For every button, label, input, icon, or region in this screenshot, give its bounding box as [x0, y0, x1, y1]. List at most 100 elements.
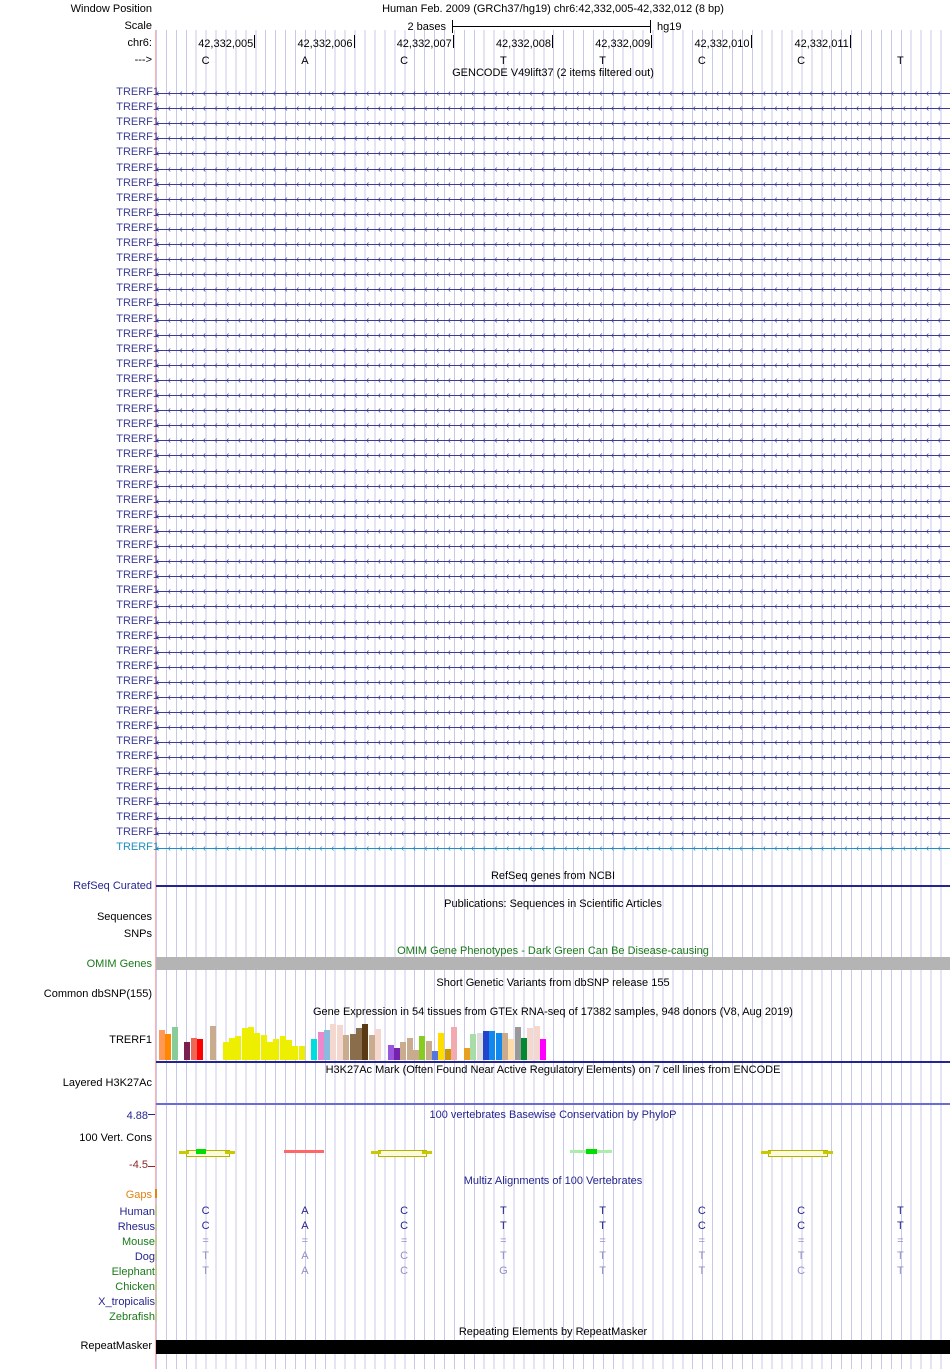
gtex-tissue-bar[interactable]	[444, 1049, 451, 1060]
gencode-gene-label[interactable]: TRERF1	[116, 780, 159, 793]
multiz-species-label[interactable]: Human	[119, 1206, 155, 1218]
gencode-gene-row[interactable]: TRERF1 ‹ ‹ ‹ ‹ ‹ ‹ ‹ ‹ ‹ ‹ ‹ ‹ ‹ ‹ ‹ ‹ ‹ …	[0, 568, 950, 583]
gencode-gene-row[interactable]: TRERF1 ‹ ‹ ‹ ‹ ‹ ‹ ‹ ‹ ‹ ‹ ‹ ‹ ‹ ‹ ‹ ‹ ‹ …	[0, 296, 950, 311]
gencode-gene-label[interactable]: TRERF1	[116, 206, 159, 219]
gencode-gene-row[interactable]: TRERF1 ‹ ‹ ‹ ‹ ‹ ‹ ‹ ‹ ‹ ‹ ‹ ‹ ‹ ‹ ‹ ‹ ‹ …	[0, 176, 950, 191]
gtex-tissue-bar[interactable]	[527, 1028, 534, 1060]
gtex-tissue-bar[interactable]	[432, 1051, 439, 1060]
gencode-gene-row[interactable]: TRERF1 ‹ ‹ ‹ ‹ ‹ ‹ ‹ ‹ ‹ ‹ ‹ ‹ ‹ ‹ ‹ ‹ ‹ …	[0, 478, 950, 493]
gencode-gene-row[interactable]: TRERF1 ‹ ‹ ‹ ‹ ‹ ‹ ‹ ‹ ‹ ‹ ‹ ‹ ‹ ‹ ‹ ‹ ‹ …	[0, 614, 950, 629]
gtex-tissue-bar[interactable]	[387, 1045, 394, 1060]
gencode-gene-label[interactable]: TRERF1	[116, 750, 159, 763]
gencode-gene-row[interactable]: TRERF1 ‹ ‹ ‹ ‹ ‹ ‹ ‹ ‹ ‹ ‹ ‹ ‹ ‹ ‹ ‹ ‹ ‹ …	[0, 251, 950, 266]
gtex-tissue-bar[interactable]	[317, 1032, 324, 1060]
gencode-gene-row[interactable]: TRERF1 ‹ ‹ ‹ ‹ ‹ ‹ ‹ ‹ ‹ ‹ ‹ ‹ ‹ ‹ ‹ ‹ ‹ …	[0, 145, 950, 160]
gtex-expression-barchart[interactable]	[156, 1018, 950, 1063]
conservation-feature[interactable]	[371, 1148, 432, 1157]
multiz-species-label[interactable]: Zebrafish	[109, 1311, 155, 1323]
conservation-plot[interactable]	[156, 1106, 950, 1172]
gencode-gene-label[interactable]: TRERF1	[116, 86, 159, 98]
gencode-gene-row[interactable]: TRERF1 ‹ ‹ ‹ ‹ ‹ ‹ ‹ ‹ ‹ ‹ ‹ ‹ ‹ ‹ ‹ ‹ ‹ …	[0, 795, 950, 810]
gtex-tissue-bar[interactable]	[197, 1039, 204, 1060]
gencode-gene-row[interactable]: TRERF1 ‹ ‹ ‹ ‹ ‹ ‹ ‹ ‹ ‹ ‹ ‹ ‹ ‹ ‹ ‹ ‹ ‹ …	[0, 674, 950, 689]
multiz-species-row[interactable]: Chicken	[0, 1279, 950, 1294]
gencode-gene-label[interactable]: TRERF1	[116, 418, 159, 431]
gencode-gene-row[interactable]: TRERF1 ‹ ‹ ‹ ‹ ‹ ‹ ‹ ‹ ‹ ‹ ‹ ‹ ‹ ‹ ‹ ‹ ‹ …	[0, 266, 950, 281]
gencode-gene-row[interactable]: TRERF1 ‹ ‹ ‹ ‹ ‹ ‹ ‹ ‹ ‹ ‹ ‹ ‹ ‹ ‹ ‹ ‹ ‹ …	[0, 689, 950, 704]
refseq-curated-label[interactable]: RefSeq Curated	[73, 880, 152, 892]
gencode-gene-row[interactable]: TRERF1 ‹ ‹ ‹ ‹ ‹ ‹ ‹ ‹ ‹ ‹ ‹ ‹ ‹ ‹ ‹ ‹ ‹ …	[0, 357, 950, 372]
gencode-gene-row[interactable]: TRERF1 ‹ ‹ ‹ ‹ ‹ ‹ ‹ ‹ ‹ ‹ ‹ ‹ ‹ ‹ ‹ ‹ ‹ …	[0, 523, 950, 538]
conservation-feature[interactable]	[196, 1149, 206, 1154]
gencode-gene-label[interactable]: TRERF1	[116, 554, 159, 567]
gencode-gene-row[interactable]: TRERF1 ‹ ‹ ‹ ‹ ‹ ‹ ‹ ‹ ‹ ‹ ‹ ‹ ‹ ‹ ‹ ‹ ‹ …	[0, 417, 950, 432]
gtex-tissue-bar[interactable]	[209, 1026, 216, 1060]
gencode-gene-label[interactable]: TRERF1	[116, 357, 159, 370]
gencode-gene-row[interactable]: TRERF1 ‹ ‹ ‹ ‹ ‹ ‹ ‹ ‹ ‹ ‹ ‹ ‹ ‹ ‹ ‹ ‹ ‹ …	[0, 342, 950, 357]
gtex-tissue-bar[interactable]	[273, 1039, 280, 1060]
gtex-tissue-bar[interactable]	[228, 1038, 235, 1060]
gencode-gene-row[interactable]: TRERF1 ‹ ‹ ‹ ‹ ‹ ‹ ‹ ‹ ‹ ‹ ‹ ‹ ‹ ‹ ‹ ‹ ‹ …	[0, 206, 950, 221]
conservation-feature[interactable]	[586, 1149, 597, 1154]
gencode-gene-label[interactable]: TRERF1	[116, 161, 159, 174]
gtex-tissue-bar[interactable]	[400, 1042, 407, 1060]
gencode-gene-label[interactable]: TRERF1	[116, 342, 159, 355]
multiz-species-label[interactable]: Rhesus	[117, 1221, 155, 1233]
gencode-gene-row[interactable]: TRERF1 ‹ ‹ ‹ ‹ ‹ ‹ ‹ ‹ ‹ ‹ ‹ ‹ ‹ ‹ ‹ ‹ ‹ …	[0, 191, 950, 206]
gtex-tissue-bar[interactable]	[324, 1030, 331, 1060]
gtex-tissue-bar[interactable]	[540, 1039, 546, 1060]
gencode-gene-label[interactable]: TRERF1	[116, 795, 159, 808]
conservation-feature[interactable]	[179, 1148, 235, 1157]
gencode-gene-row[interactable]: TRERF1 ‹ ‹ ‹ ‹ ‹ ‹ ‹ ‹ ‹ ‹ ‹ ‹ ‹ ‹ ‹ ‹ ‹ …	[0, 447, 950, 462]
gencode-gene-label[interactable]: TRERF1	[116, 599, 159, 612]
gtex-tissue-bar[interactable]	[463, 1048, 470, 1060]
multiz-species-label[interactable]: Elephant	[111, 1266, 155, 1278]
gencode-gene-row[interactable]: TRERF1 ‹ ‹ ‹ ‹ ‹ ‹ ‹ ‹ ‹ ‹ ‹ ‹ ‹ ‹ ‹ ‹ ‹ …	[0, 130, 950, 145]
gencode-gene-label[interactable]: TRERF1	[116, 176, 159, 189]
gencode-gene-row[interactable]: TRERF1 ‹ ‹ ‹ ‹ ‹ ‹ ‹ ‹ ‹ ‹ ‹ ‹ ‹ ‹ ‹ ‹ ‹ …	[0, 327, 950, 342]
gencode-gene-label[interactable]: TRERF1	[116, 131, 159, 144]
gtex-tissue-bar[interactable]	[514, 1027, 521, 1060]
gtex-tissue-bar[interactable]	[343, 1035, 350, 1060]
gencode-gene-row[interactable]: TRERF1 ‹ ‹ ‹ ‹ ‹ ‹ ‹ ‹ ‹ ‹ ‹ ‹ ‹ ‹ ‹ ‹ ‹ …	[0, 493, 950, 508]
gencode-gene-row[interactable]: TRERF1 ‹ ‹ ‹ ‹ ‹ ‹ ‹ ‹ ‹ ‹ ‹ ‹ ‹ ‹ ‹ ‹ ‹ …	[0, 765, 950, 780]
gencode-gene-row[interactable]: TRERF1 ‹ ‹ ‹ ‹ ‹ ‹ ‹ ‹ ‹ ‹ ‹ ‹ ‹ ‹ ‹ ‹ ‹ …	[0, 780, 950, 795]
multiz-species-label[interactable]: Chicken	[115, 1281, 155, 1293]
gtex-tissue-bar[interactable]	[298, 1046, 305, 1060]
gencode-gene-row[interactable]: TRERF1 ‹ ‹ ‹ ‹ ‹ ‹ ‹ ‹ ‹ ‹ ‹ ‹ ‹ ‹ ‹ ‹ ‹ …	[0, 659, 950, 674]
gtex-tissue-bar[interactable]	[235, 1036, 242, 1060]
layered-h3k27ac-label[interactable]: Layered H3K27Ac	[62, 1077, 152, 1089]
gencode-gene-row[interactable]: TRERF1 ‹ ‹ ‹ ‹ ‹ ‹ ‹ ‹ ‹ ‹ ‹ ‹ ‹ ‹ ‹ ‹ ‹ …	[0, 236, 950, 251]
gencode-gene-label[interactable]: TRERF1	[116, 282, 159, 295]
gencode-gene-label[interactable]: TRERF1	[116, 146, 159, 159]
gencode-gene-row[interactable]: TRERF1 ‹ ‹ ‹ ‹ ‹ ‹ ‹ ‹ ‹ ‹ ‹ ‹ ‹ ‹ ‹ ‹ ‹ …	[0, 402, 950, 417]
gencode-gene-row[interactable]: TRERF1 ‹ ‹ ‹ ‹ ‹ ‹ ‹ ‹ ‹ ‹ ‹ ‹ ‹ ‹ ‹ ‹ ‹ …	[0, 644, 950, 659]
repeatmasker-feature-bar[interactable]	[156, 1340, 950, 1354]
gencode-gene-label[interactable]: TRERF1	[116, 825, 159, 838]
gtex-tissue-bar[interactable]	[482, 1031, 489, 1060]
gencode-gene-row[interactable]: TRERF1 ‹ ‹ ‹ ‹ ‹ ‹ ‹ ‹ ‹ ‹ ‹ ‹ ‹ ‹ ‹ ‹ ‹ …	[0, 432, 950, 447]
conservation-feature[interactable]	[761, 1148, 833, 1157]
gencode-gene-row[interactable]: TRERF1 ‹ ‹ ‹ ‹ ‹ ‹ ‹ ‹ ‹ ‹ ‹ ‹ ‹ ‹ ‹ ‹ ‹ …	[0, 810, 950, 825]
gtex-tissue-bar[interactable]	[501, 1033, 508, 1060]
gencode-gene-label[interactable]: TRERF1	[116, 659, 159, 672]
gtex-tissue-bar[interactable]	[374, 1029, 381, 1060]
gencode-gene-row[interactable]: TRERF1 ‹ ‹ ‹ ‹ ‹ ‹ ‹ ‹ ‹ ‹ ‹ ‹ ‹ ‹ ‹ ‹ ‹ …	[0, 463, 950, 478]
gencode-gene-row[interactable]: TRERF1 ‹ ‹ ‹ ‹ ‹ ‹ ‹ ‹ ‹ ‹ ‹ ‹ ‹ ‹ ‹ ‹ ‹ …	[0, 115, 950, 130]
gtex-tissue-bar[interactable]	[336, 1025, 343, 1060]
multiz-species-row[interactable]: Rhesus C A C T T C C T	[0, 1219, 950, 1234]
gencode-gene-label[interactable]: TRERF1	[116, 463, 159, 476]
gencode-gene-label[interactable]: TRERF1	[116, 372, 159, 385]
gencode-gene-row[interactable]: TRERF1 ‹ ‹ ‹ ‹ ‹ ‹ ‹ ‹ ‹ ‹ ‹ ‹ ‹ ‹ ‹ ‹ ‹ …	[0, 221, 950, 236]
gtex-tissue-bar[interactable]	[419, 1036, 426, 1060]
gencode-gene-row[interactable]: TRERF1 ‹ ‹ ‹ ‹ ‹ ‹ ‹ ‹ ‹ ‹ ‹ ‹ ‹ ‹ ‹ ‹ ‹ …	[0, 553, 950, 568]
omim-feature-bar[interactable]	[156, 957, 950, 970]
gencode-gene-label[interactable]: TRERF1	[116, 674, 159, 687]
gencode-gene-label[interactable]: TRERF1	[116, 388, 159, 400]
multiz-species-row[interactable]: X_tropicalis	[0, 1294, 950, 1309]
multiz-species-label[interactable]: Mouse	[121, 1236, 155, 1248]
gtex-tissue-bar[interactable]	[266, 1042, 273, 1060]
gencode-gene-label[interactable]: TRERF1	[116, 569, 159, 582]
gtex-tissue-bar[interactable]	[438, 1033, 445, 1060]
gtex-tissue-bar[interactable]	[330, 1024, 337, 1060]
